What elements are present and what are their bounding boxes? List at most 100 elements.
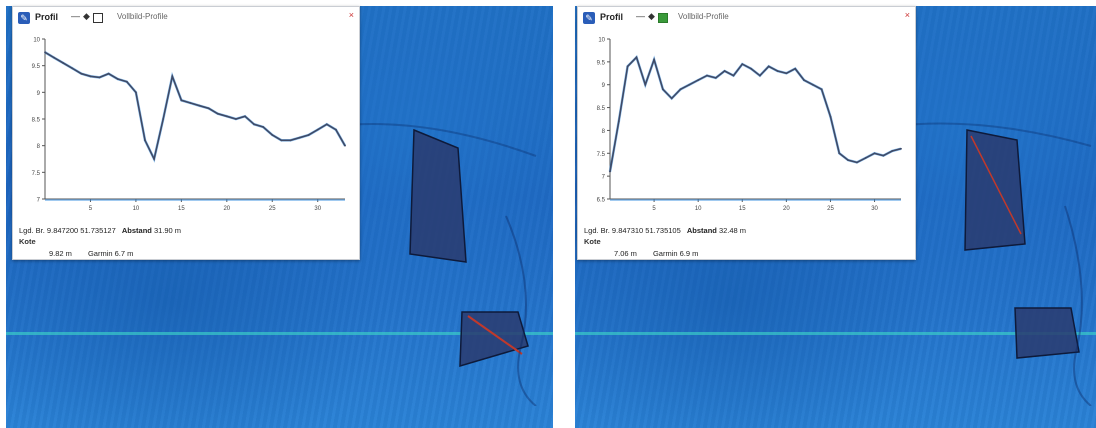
data-point: [785, 72, 788, 75]
data-point: [44, 51, 46, 54]
point-tool-button[interactable]: ◆: [83, 11, 90, 21]
x-tick-label: 25: [269, 206, 276, 212]
data-point: [679, 88, 682, 91]
x-tick-label: 15: [178, 206, 185, 212]
y-tick-label: 7: [602, 175, 606, 181]
y-tick-label: 9: [602, 83, 606, 89]
garmin-value: Garmin 6.7 m: [87, 249, 134, 258]
x-tick-label: 15: [739, 206, 746, 212]
data-point: [244, 115, 246, 118]
line-tool-button[interactable]: —: [636, 11, 645, 21]
elevation-value: 9.82 m: [49, 249, 72, 258]
y-tick-label: 8: [37, 144, 41, 150]
data-point: [171, 75, 174, 78]
data-point: [767, 65, 770, 68]
mode-link[interactable]: Vollbild-Profile: [678, 12, 729, 21]
series-line: [44, 51, 346, 162]
data-point: [741, 63, 744, 66]
data-point: [856, 161, 858, 164]
y-tick-label: 9.5: [597, 60, 606, 66]
data-point: [80, 72, 83, 75]
data-point: [891, 150, 894, 152]
data-point: [776, 70, 779, 72]
map-seam-line: [6, 332, 553, 335]
data-point: [794, 67, 797, 70]
point-tool-button[interactable]: ◆: [648, 11, 655, 21]
profile-popup-right[interactable]: ✎ Profil — ◆ Vollbild-Profile × 10 9.5 9 8.…: [577, 6, 916, 260]
distance-value: 31.90 m: [153, 226, 182, 235]
y-tick-label: 7: [37, 198, 41, 204]
y-tick-label: 8.5: [597, 106, 606, 112]
data-point: [882, 154, 885, 157]
close-icon[interactable]: ×: [348, 10, 354, 20]
data-point: [116, 78, 119, 80]
data-point: [262, 126, 265, 128]
y-tick-label: 6.5: [597, 198, 606, 204]
distance-label: Abstand: [686, 226, 717, 235]
elevation-value: 7.06 m: [614, 249, 637, 258]
selection-polygon-small[interactable]: [454, 306, 534, 376]
data-point: [644, 83, 647, 86]
data-point: [617, 120, 620, 123]
data-point: [107, 72, 110, 75]
data-point: [271, 134, 274, 136]
data-point: [207, 107, 210, 110]
coordinate-info: Lgd. Br. 9.847310 51.735105 Abstand 32.4…: [584, 226, 746, 235]
x-tick-label: 10: [695, 206, 702, 212]
area-tool-button[interactable]: [93, 13, 103, 23]
y-tick-label: 8: [602, 129, 606, 135]
close-icon[interactable]: ×: [904, 10, 910, 20]
distance-value: 32.48 m: [718, 226, 747, 235]
coordinate-info: Lgd. Br. 9.847200 51.735127 Abstand 31.9…: [19, 226, 181, 235]
mode-link[interactable]: Vollbild-Profile: [117, 12, 168, 21]
area-tool-button[interactable]: [658, 13, 668, 23]
data-point: [829, 115, 832, 118]
data-point: [316, 128, 319, 131]
selection-polygon-large[interactable]: [961, 124, 1031, 254]
x-tick-label: 25: [827, 206, 834, 212]
data-point: [180, 99, 183, 102]
profile-chart-right: 10 9.5 9 8.5 8 7.5 7 6.5 5 10 15 20 25 30: [597, 38, 902, 212]
x-tick-label: 5: [652, 206, 656, 212]
y-tick-label: 7.5: [32, 171, 41, 177]
distance-label: Abstand: [121, 226, 152, 235]
data-point: [803, 79, 805, 82]
elevation-label: Kote: [19, 237, 36, 246]
data-point: [125, 80, 128, 83]
data-point: [697, 79, 700, 82]
x-tick-label: 30: [871, 206, 878, 212]
x-tick-label: 30: [314, 206, 321, 212]
coordinate-text: Lgd. Br. 9.847310 51.735105: [584, 226, 681, 235]
data-point: [216, 112, 219, 115]
data-point: [609, 170, 611, 173]
profile-tool-icon: ✎: [18, 12, 30, 24]
data-point: [71, 67, 74, 70]
data-point: [653, 58, 655, 61]
data-point: [864, 156, 867, 159]
popup-title: Profil: [600, 12, 624, 22]
line-tool-button[interactable]: —: [71, 11, 80, 21]
series-line-shadow: [44, 51, 347, 163]
x-tick-label: 20: [223, 206, 230, 212]
selection-polygon-small[interactable]: [1009, 302, 1085, 364]
popup-header: ✎ Profil — ◆ Vollbild-Profile ×: [578, 7, 915, 29]
data-point: [298, 136, 301, 139]
contour-lines: [894, 122, 1092, 406]
data-point: [344, 144, 346, 147]
data-point: [900, 147, 902, 150]
data-point: [706, 74, 708, 77]
profile-popup-left[interactable]: ✎ Profil — ◆ Vollbild-Profile × 10 9.5 9 8.…: [12, 6, 360, 260]
elevation-label: Kote: [584, 237, 601, 246]
x-tick-label: 10: [133, 206, 140, 212]
data-point: [714, 76, 717, 79]
popup-header: ✎ Profil — ◆ Vollbild-Profile ×: [13, 7, 359, 29]
selection-polygon-large[interactable]: [406, 126, 476, 266]
data-point: [225, 115, 228, 118]
data-point: [53, 56, 55, 59]
data-point: [307, 134, 310, 136]
data-point: [759, 74, 761, 77]
y-tick-label: 7.5: [597, 152, 606, 158]
data-point: [723, 70, 726, 72]
data-point: [873, 152, 876, 155]
data-point: [280, 139, 283, 142]
